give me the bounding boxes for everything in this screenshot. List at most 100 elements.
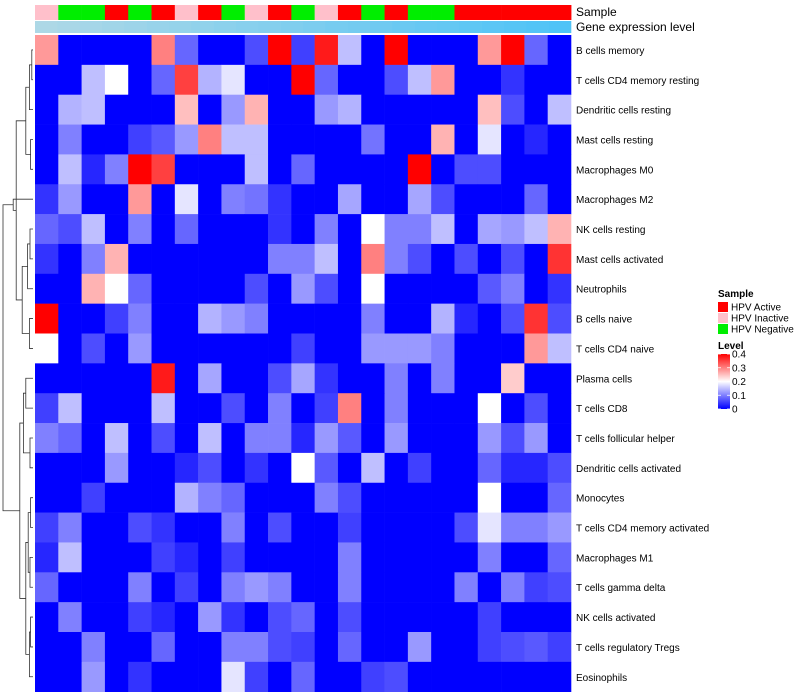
expression-level-cell: [414, 21, 438, 33]
heatmap-cell: [361, 512, 385, 543]
heatmap-cell: [407, 602, 432, 633]
heatmap-cell: [128, 154, 152, 185]
heatmap-cell: [524, 661, 548, 692]
heatmap-cell: [291, 661, 315, 692]
heatmap-cell: [337, 184, 362, 215]
heatmap-cell: [291, 572, 315, 603]
heatmap-cell: [151, 661, 176, 692]
heatmap-cell: [477, 512, 502, 543]
heatmap-cell: [128, 572, 152, 603]
heatmap-cell: [198, 35, 222, 66]
row-label: Eosinophils: [576, 673, 627, 684]
heatmap-cell: [291, 35, 315, 66]
heatmap-cell: [314, 482, 339, 513]
heatmap-cells: [35, 35, 572, 692]
heatmap-cell: [501, 482, 525, 513]
heatmap-cell: [198, 602, 222, 633]
heatmap-cell: [477, 542, 502, 573]
heatmap-cell: [35, 572, 59, 603]
heatmap-cell: [198, 661, 222, 692]
heatmap-cell: [407, 214, 432, 245]
heatmap-cell: [291, 393, 315, 424]
heatmap-cell: [221, 452, 246, 484]
heatmap-cell: [384, 423, 409, 454]
heatmap-cell: [198, 303, 222, 334]
heatmap-cell: [477, 333, 502, 364]
heatmap-cell: [198, 184, 222, 215]
row-label: Macrophages M0: [576, 165, 654, 176]
heatmap-cell: [174, 572, 199, 603]
heatmap-cell: [454, 542, 479, 573]
heatmap-cell: [35, 243, 59, 275]
heatmap-cell: [244, 602, 269, 633]
heatmap-cell: [384, 273, 409, 304]
heatmap-cell: [337, 482, 362, 513]
heatmap-cell: [35, 632, 59, 663]
row-label: Mast cells resting: [576, 135, 653, 146]
heatmap-cell: [524, 363, 548, 394]
expression-level-cell: [57, 21, 80, 33]
heatmap-cell: [431, 124, 455, 155]
dendrogram-branch: [25, 86, 31, 155]
heatmap-cell: [547, 512, 572, 543]
heatmap-cell: [314, 94, 339, 125]
heatmap-cell: [58, 512, 82, 543]
dendrogram-branch: [23, 392, 30, 454]
sample-annotation-cell: [454, 5, 479, 20]
heatmap-cell: [524, 303, 548, 334]
legend-level-tick-label: 0: [732, 405, 738, 416]
heatmap-cell: [104, 572, 129, 603]
heatmap-cell: [431, 154, 455, 185]
heatmap-cell: [337, 661, 362, 692]
heatmap-cell: [477, 303, 502, 334]
heatmap-cell: [244, 512, 269, 543]
expression-level-cell: [548, 21, 572, 33]
heatmap-cell: [81, 661, 106, 692]
row-label: T cells follicular helper: [576, 434, 675, 445]
dendrogram-branch: [2, 204, 20, 512]
heatmap-cell: [547, 602, 572, 633]
dendrogram-branch: [25, 542, 30, 655]
heatmap-cell: [547, 632, 572, 663]
heatmap-cell: [547, 542, 572, 573]
heatmap-cell: [198, 363, 222, 394]
heatmap-cell: [58, 35, 82, 66]
heatmap-cell: [151, 303, 176, 334]
heatmap-cell: [268, 333, 292, 364]
dendrogram-branch: [29, 64, 33, 111]
heatmap-cell: [291, 512, 315, 543]
heatmap-cell: [314, 512, 339, 543]
heatmap-cell: [151, 393, 176, 424]
heatmap-cell: [174, 661, 199, 692]
heatmap-cell: [361, 482, 385, 513]
heatmap-cell: [291, 124, 315, 155]
heatmap-cell: [35, 423, 59, 454]
heatmap-cell: [198, 423, 222, 454]
row-label: T cells gamma delta: [576, 583, 666, 594]
heatmap-cell: [501, 64, 525, 95]
heatmap-cell: [221, 661, 246, 692]
heatmap-cell: [501, 273, 525, 304]
legend-sample-label: HPV Negative: [731, 325, 794, 336]
heatmap-cell: [104, 35, 129, 66]
heatmap-cell: [314, 303, 339, 334]
heatmap-cell: [198, 214, 222, 245]
heatmap-cell: [291, 363, 315, 394]
heatmap-cell: [501, 572, 525, 603]
expression-level-cell: [459, 21, 482, 33]
heatmap-cell: [104, 273, 129, 304]
heatmap-cell: [151, 64, 176, 95]
heatmap-cell: [477, 572, 502, 603]
heatmap-cell: [337, 273, 362, 304]
heatmap-cell: [291, 602, 315, 633]
heatmap-cell: [58, 661, 82, 692]
dendrogram-branch: [15, 120, 26, 301]
heatmap-cell: [58, 542, 82, 573]
heatmap-cell: [431, 423, 455, 454]
heatmap-cell: [244, 333, 269, 364]
heatmap-cell: [454, 303, 479, 334]
heatmap-cell: [547, 35, 572, 66]
heatmap-cell: [337, 423, 362, 454]
heatmap-cell: [35, 94, 59, 125]
heatmap-cell: [384, 512, 409, 543]
